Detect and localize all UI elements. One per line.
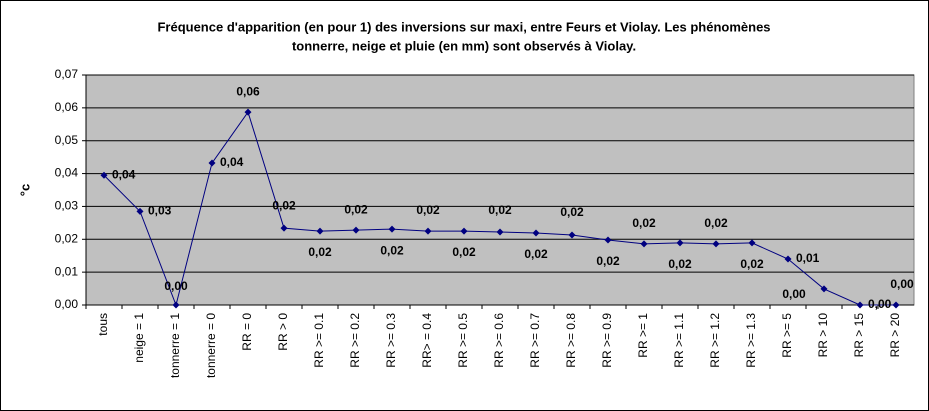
x-tick-label: RR > 20 [888,313,902,358]
data-label: 0,03 [148,204,172,218]
x-tick-label: RR > 0 [276,313,290,351]
x-tick-label: tonnerre = 0 [204,313,218,378]
marker [640,240,648,248]
x-tick-label: RR > 15 [852,313,866,358]
x-tick-label: tous [96,313,110,336]
marker [244,108,252,116]
x-tick-label: neige = 1 [132,313,146,363]
x-tick-label: RR> = 0.4 [420,313,434,368]
x-tick-label: RR >= 5 [780,313,794,358]
chart-title: Fréquence d'apparition (en pour 1) des i… [157,19,770,34]
plot-area [85,74,915,306]
marker [424,227,432,235]
data-label: 0,02 [524,247,548,261]
marker [532,229,540,237]
data-label: 0,02 [344,202,368,216]
marker [496,228,504,236]
data-label: 0,04 [112,167,136,181]
data-label: 0,00 [868,297,892,311]
x-tick-label: tonnerre = 1 [168,313,182,378]
x-tick-label: RR >= 1.3 [744,313,758,368]
x-tick-label: RR >= 1.1 [672,313,686,368]
y-tick-label: 0,02 [55,231,79,245]
x-tick-label: RR >= 0.7 [528,313,542,368]
marker [892,301,900,309]
data-label: 0,00 [782,287,806,301]
data-label: 0,02 [704,216,728,230]
data-label: 0,02 [416,203,440,217]
marker [820,285,828,293]
data-label: 0,02 [452,245,476,259]
marker [280,224,288,232]
y-tick-label: 0,04 [55,166,79,180]
marker [676,239,684,247]
x-tick-label: RR >= 1.2 [708,313,722,368]
marker [568,231,576,239]
marker [784,255,792,263]
marker [856,301,864,309]
chart-title: tonnerre, neige et pluie (en mm) sont ob… [292,38,636,53]
marker [352,226,360,234]
marker [100,171,108,179]
data-label: 0,00 [164,279,188,293]
marker [604,236,612,244]
y-tick-label: 0,07 [55,67,79,81]
marker [136,207,144,215]
data-label: 0,02 [632,216,656,230]
data-label: 0,02 [380,243,404,257]
y-tick-label: 0,03 [55,199,79,213]
data-label: 0,00 [890,277,914,291]
x-tick-label: RR > 10 [816,313,830,358]
x-tick-label: RR >= 0.8 [564,313,578,368]
data-label: 0,02 [668,257,692,271]
marker [208,159,216,167]
marker [172,301,180,309]
data-label: 0,02 [272,198,296,212]
marker [748,239,756,247]
x-tick-label: RR >= 0.9 [600,313,614,368]
marker [712,240,720,248]
data-label: 0,02 [596,254,620,268]
data-label: 0,02 [308,245,332,259]
marker [460,227,468,235]
data-label: 0,04 [220,155,244,169]
x-tick-label: RR >= 0.5 [456,313,470,368]
data-label: 0,01 [796,251,820,265]
data-label: 0,02 [488,203,512,217]
y-tick-label: 0,00 [55,297,79,311]
marker [388,225,396,233]
x-tick-label: RR >= 0.3 [384,313,398,368]
x-tick-label: RR >= 1 [636,313,650,358]
marker [316,227,324,235]
x-tick-label: RR >= 0.6 [492,313,506,368]
y-tick-label: 0,05 [55,133,79,147]
data-label: 0,02 [740,257,764,271]
data-label: 0,02 [560,205,584,219]
y-tick-label: 0,01 [55,264,79,278]
y-tick-label: 0,06 [55,100,79,114]
y-axis-label: °c [17,184,32,196]
x-tick-label: RR >= 0.1 [312,313,326,368]
data-label: 0,06 [236,84,260,98]
x-tick-label: RR >= 0.2 [348,313,362,368]
x-tick-label: RR = 0 [240,313,254,351]
